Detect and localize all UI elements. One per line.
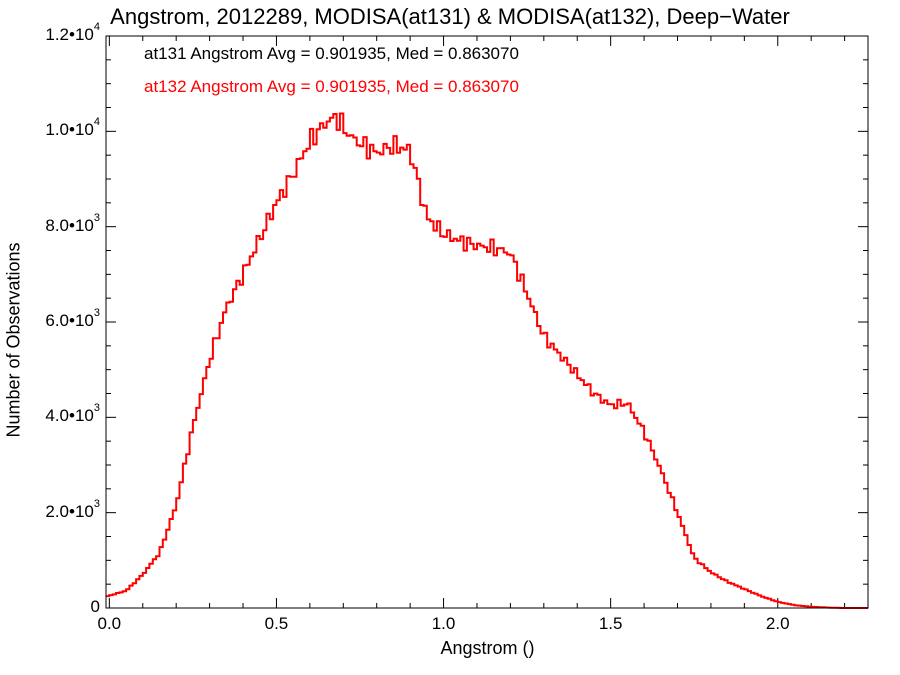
y-tick-label: 6.0•103 xyxy=(10,307,100,331)
y-tick-exponent: 3 xyxy=(93,497,100,510)
x-tick-label: 2.0 xyxy=(765,614,790,633)
y-tick-exponent: 3 xyxy=(93,211,100,224)
x-tick-label: 0.5 xyxy=(264,614,289,633)
y-tick-mantissa: 6.0•10 xyxy=(45,311,94,330)
y-tick-exponent: 3 xyxy=(93,402,100,415)
plot-frame xyxy=(105,35,869,609)
y-tick-exponent: 4 xyxy=(93,116,100,129)
y-tick-label: 4.0•103 xyxy=(10,402,100,426)
y-tick-mantissa: 0 xyxy=(90,597,100,616)
x-axis-label: Angstrom () xyxy=(440,638,535,658)
y-tick-mantissa: 8.0•10 xyxy=(45,215,94,235)
series-layer xyxy=(106,112,868,609)
chart-title: Angstrom, 2012289, MODISA(at131) & MODIS… xyxy=(110,4,790,29)
y-tick-exponent: 4 xyxy=(93,21,100,33)
x-tick-label: 1.0 xyxy=(431,614,456,633)
y-tick-label: 1.2•104 xyxy=(10,21,100,45)
x-tick-label: 1.5 xyxy=(598,614,623,633)
y-tick-label: 1.0•104 xyxy=(10,116,100,140)
y-tick-mantissa: 1.2•10 xyxy=(45,25,94,44)
y-tick-exponent: 3 xyxy=(93,307,100,319)
x-tick-label: 0.0 xyxy=(97,614,122,633)
y-tick-mantissa: 2.0•10 xyxy=(45,501,94,521)
legend-entry-at132: at132 Angstrom Avg = 0.901935, Med = 0.8… xyxy=(144,77,519,96)
y-tick-label: 2.0•103 xyxy=(10,498,100,522)
legend-entry-at131: at131 Angstrom Avg = 0.901935, Med = 0.8… xyxy=(144,44,519,63)
histogram-series-line-0 xyxy=(106,112,868,609)
y-tick-label: 8.0•103 xyxy=(10,212,100,236)
y-tick-mantissa: 4.0•10 xyxy=(45,406,94,426)
y-tick-mantissa: 1.0•10 xyxy=(45,120,94,140)
y-tick-label: 0 xyxy=(10,597,100,617)
